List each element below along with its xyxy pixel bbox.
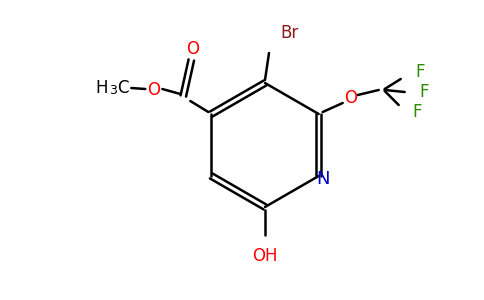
Text: OH: OH [252, 247, 278, 265]
Text: N: N [316, 170, 330, 188]
Text: F: F [420, 83, 429, 101]
Text: O: O [186, 40, 199, 58]
Text: O: O [344, 89, 357, 107]
Text: 3: 3 [109, 85, 117, 98]
Text: Br: Br [280, 24, 298, 42]
Text: F: F [416, 63, 425, 81]
Text: F: F [413, 103, 422, 121]
Text: C: C [117, 79, 129, 97]
Text: O: O [147, 81, 160, 99]
Text: H: H [95, 79, 107, 97]
